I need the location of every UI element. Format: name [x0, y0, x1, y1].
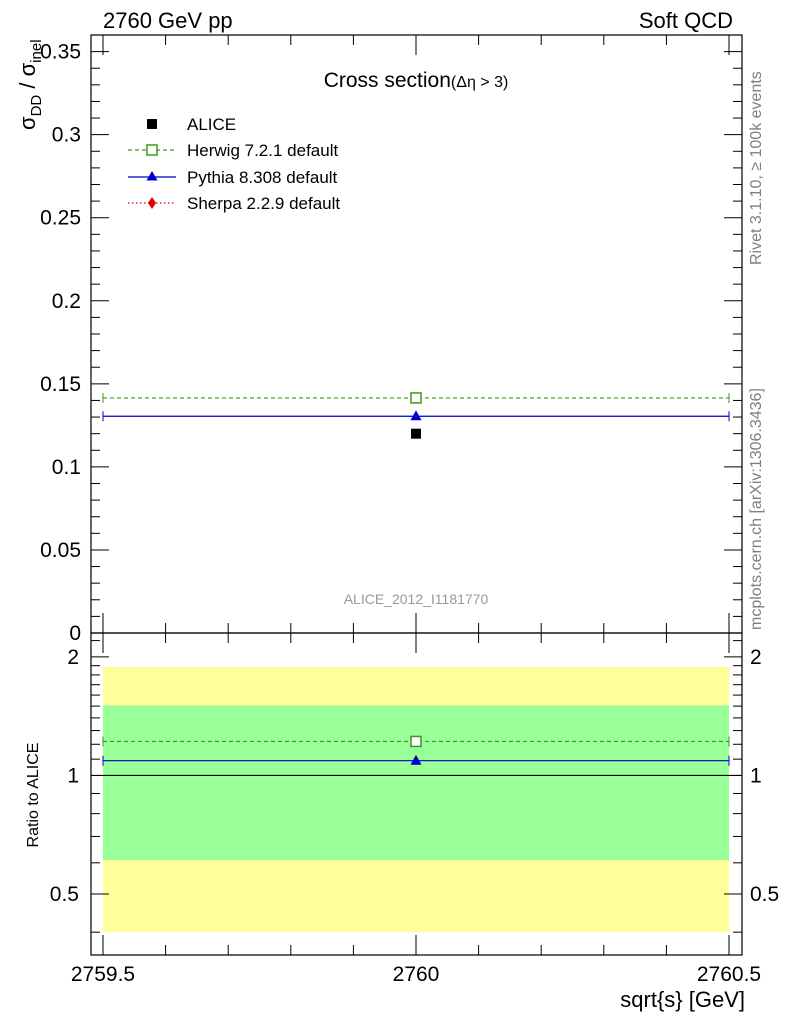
header-left: 2760 GeV pp [103, 8, 233, 33]
x-axis-label: sqrt{s} [GeV] [620, 987, 745, 1012]
ratio-ytick-label-right: 2 [750, 646, 762, 669]
ylabel-sub-dd: DD [28, 95, 45, 117]
main-series-layer [102, 392, 730, 439]
main-point-0 [411, 428, 421, 439]
source-label: mcplots.cern.ch [arXiv:1306.3436] [748, 388, 765, 630]
main-ytick-label: 0.35 [40, 41, 81, 64]
main-ytick-label: 0.2 [52, 290, 81, 313]
header-right: Soft QCD [639, 8, 733, 33]
main-watermark: ALICE_2012_I1181770 [344, 591, 489, 607]
ratio-ytick-label-right: 1 [750, 764, 762, 787]
main-point-1 [410, 392, 422, 404]
ratio-ytick-label: 1 [67, 764, 79, 787]
x-tick-label: 2760 [393, 963, 440, 986]
main-ytick-label: 0.05 [40, 539, 81, 562]
ratio-ytick-label: 0.5 [50, 883, 79, 906]
legend-item-pythia: Pythia 8.308 default [128, 168, 338, 187]
ratio-axes: 2759.5 2760 2760.5 0.5 0.5 1 1 2 2 [50, 633, 779, 986]
main-title-text: Cross section [324, 69, 451, 92]
ylabel-slash: / σ [15, 62, 40, 94]
legend-sherpa-label: Sherpa 2.2.9 default [187, 194, 340, 213]
svg-text:σDD / σinel: σDD / σinel [15, 39, 45, 130]
main-axes: 0 0.05 0.1 0.15 0.2 0.25 0.3 0.35 [40, 35, 742, 645]
legend-item-sherpa: Sherpa 2.2.9 default [128, 194, 340, 213]
legend-alice-label: ALICE [187, 115, 236, 134]
ratio-point-0 [410, 735, 422, 748]
ratio-ylabel: Ratio to ALICE [25, 743, 42, 848]
main-point-2 [410, 410, 422, 421]
ratio-panel: 2759.5 2760 2760.5 0.5 0.5 1 1 2 2 Ratio to ALIC… [25, 632, 779, 1012]
rivet-label: Rivet 3.1.10, ≥ 100k events [748, 71, 765, 265]
legend-herwig-marker [146, 144, 158, 156]
main-title: Cross section(Δη > 3) [324, 69, 509, 92]
ratio-band-1 [103, 705, 729, 860]
legend-herwig-label: Herwig 7.2.1 default [187, 141, 338, 160]
legend-item-alice: ALICE [147, 115, 236, 134]
ratio-series-layer [102, 735, 730, 766]
legend: ALICE Herwig 7.2.1 default Pythia 8.308 … [128, 115, 340, 213]
legend-sherpa-marker [148, 197, 156, 209]
ratio-ytick-label-right: 0.5 [750, 883, 779, 906]
main-panel: ALICE_2012_I1181770 00.050.10.150.20.250… [15, 34, 743, 645]
ratio-point-1 [410, 754, 422, 765]
legend-pythia-marker [146, 171, 158, 181]
ylabel-sub-inel: inel [28, 39, 45, 62]
main-ytick-label: 0.25 [40, 207, 81, 230]
x-tick-label: 2759.5 [71, 963, 135, 986]
ratio-ytick-label: 2 [67, 646, 79, 669]
legend-alice-marker [147, 119, 157, 129]
legend-item-herwig: Herwig 7.2.1 default [128, 141, 338, 160]
legend-pythia-label: Pythia 8.308 default [187, 168, 338, 187]
ratio-bands [91, 667, 742, 933]
main-title-suffix: (Δη > 3) [451, 74, 508, 91]
main-ytick-label: 0.1 [52, 456, 81, 479]
main-ylabel: σDD / σinel [15, 39, 45, 130]
main-ytick-label: 0 [69, 622, 81, 645]
main-ytick-label: 0.15 [40, 373, 81, 396]
ratio-frame [90, 632, 743, 956]
x-tick-label: 2760.5 [697, 963, 761, 986]
ylabel-sigma: σ [15, 116, 40, 130]
main-ytick-label: 0.3 [52, 124, 81, 147]
